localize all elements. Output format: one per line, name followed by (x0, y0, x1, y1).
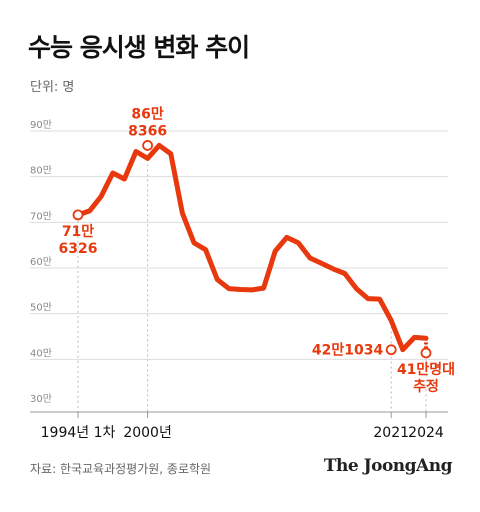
highlight-marker (72, 209, 84, 221)
data-label: 6326 (59, 241, 98, 257)
data-label: 42만1034 (312, 343, 384, 359)
axes: 90만 80만 70만 60만 50만 40만 30만 1994년 1차 2000년 2021 20… (30, 119, 448, 441)
data-label: 86만 (131, 106, 163, 122)
y-tick-label: 90만 (30, 119, 52, 131)
source-note: 자료: 한국교육과정평가원, 종로학원 (30, 462, 212, 476)
series-line (75, 142, 429, 353)
data-label: 41만명대 (397, 361, 455, 378)
y-tick-label: 70만 (30, 210, 52, 222)
data-label: 추정 (413, 378, 439, 395)
y-tick-label: 60만 (30, 256, 52, 268)
grid-lines (30, 130, 448, 360)
x-tick-label: 2024 (408, 425, 444, 441)
data-label: 8366 (128, 123, 167, 139)
y-tick-label: 80만 (30, 165, 52, 177)
x-tick-label: 1994년 1차 (41, 425, 116, 441)
highlight-marker (420, 347, 432, 359)
y-tick-label: 30만 (30, 393, 52, 405)
y-tick-label: 50만 (30, 302, 52, 314)
highlight-marker (385, 344, 397, 356)
y-tick-label: 40만 (30, 347, 52, 359)
x-tick-label: 2021 (373, 425, 409, 441)
data-label: 71만 (62, 224, 94, 240)
chart-title: 수능 응시생 변화 추이 (28, 33, 250, 62)
brand-logo: The JoongAng (323, 456, 453, 476)
unit-label: 단위: 명 (30, 80, 75, 95)
x-tick-label: 2000년 (123, 425, 172, 441)
highlight-marker (142, 140, 154, 151)
